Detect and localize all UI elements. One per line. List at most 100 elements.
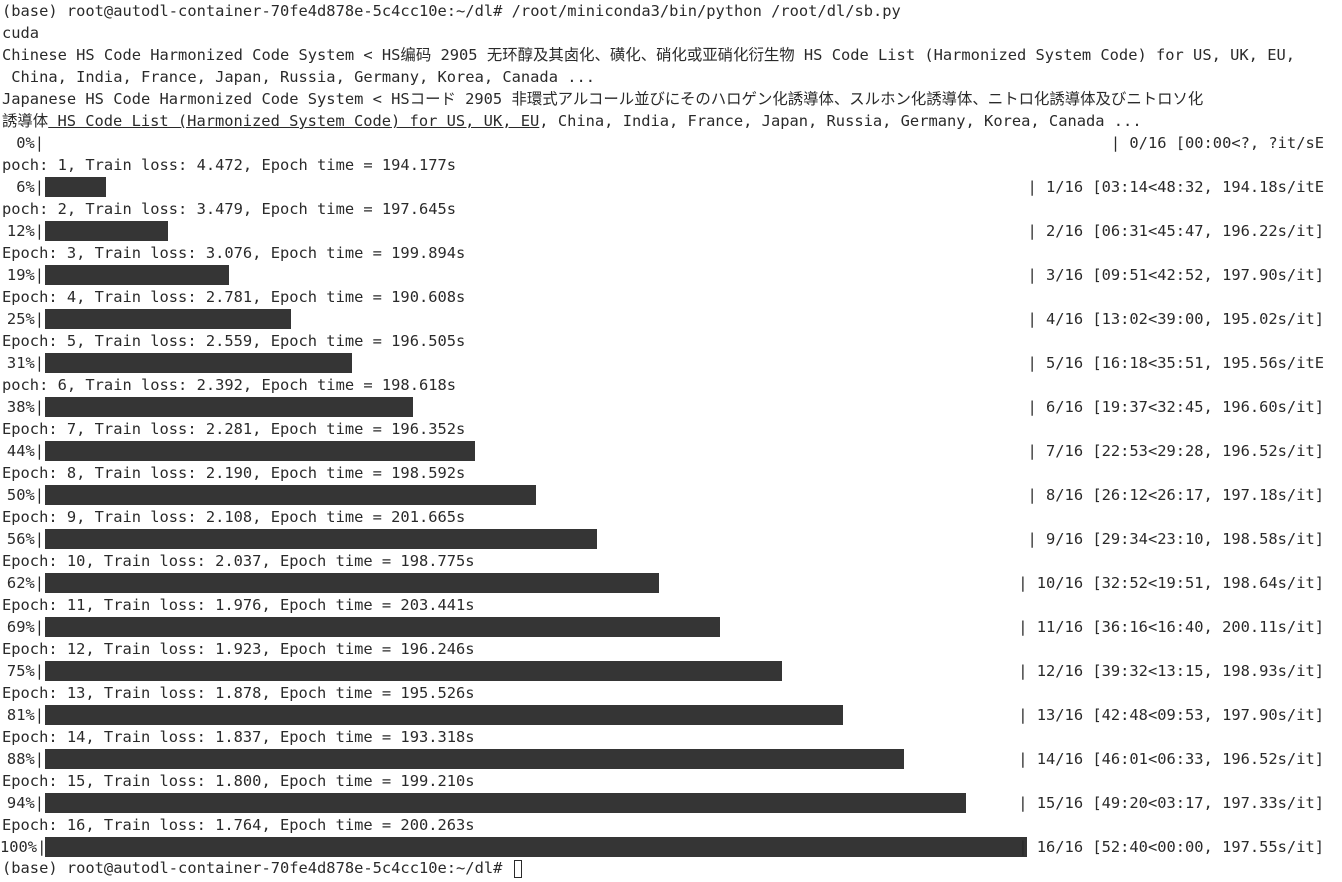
epoch-log-line: Epoch: 11, Train loss: 1.976, Epoch time… [2,596,475,614]
progress-fill [45,529,597,549]
progress-bar-row: 69%| | 11/16 [36:16<16:40, 200.11s/it] [0,616,1342,638]
progress-bar-row: 38%| | 6/16 [19:37<32:45, 196.60s/it] [0,396,1342,418]
progress-track [45,704,1027,726]
progress-percent: 81%| [6,706,44,724]
progress-fill [45,397,413,417]
progress-track [45,528,1027,550]
progress-fill [45,573,659,593]
progress-percent: 69%| [6,618,44,636]
shell-prompt: (base) root@autodl-container-70fe4d878e-… [2,859,503,877]
progress-stats: | 7/16 [22:53<29:28, 196.52s/it] [1027,442,1324,460]
progress-stats: | 16/16 [52:40<00:00, 197.55s/it] [1018,838,1324,856]
progress-fill [45,441,475,461]
progress-fill [45,617,720,637]
progress-percent: 44%| [6,442,44,460]
epoch-log-line: poch: 1, Train loss: 4.472, Epoch time =… [2,156,457,174]
progress-percent: 94%| [6,794,44,812]
progress-percent: 38%| [6,398,44,416]
progress-percent: 19%| [6,266,44,284]
progress-track [45,836,1027,858]
progress-stats: | 8/16 [26:12<26:17, 197.18s/it] [1027,486,1324,504]
epoch-log-line: poch: 6, Train loss: 2.392, Epoch time =… [2,376,457,394]
progress-bar-row: 100%| | 16/16 [52:40<00:00, 197.55s/it] [0,836,1342,858]
progress-bar-row: 44%| | 7/16 [22:53<29:28, 196.52s/it] [0,440,1342,462]
progress-track [45,352,1027,374]
progress-fill [45,265,229,285]
japanese-line-prefix: 誘導体 [2,112,49,130]
epoch-log-line: Epoch: 3, Train loss: 3.076, Epoch time … [2,244,466,262]
epoch-log-line: Epoch: 7, Train loss: 2.281, Epoch time … [2,420,466,438]
chinese-hs-line-1: Chinese HS Code Harmonized Code System <… [2,46,1295,64]
japanese-hs-line-1: Japanese HS Code Harmonized Code System … [2,90,1204,108]
progress-stats: | 14/16 [46:01<06:33, 196.52s/it] [1018,750,1324,768]
progress-bar-row: 6%| | 1/16 [03:14<48:32, 194.18s/itE [0,176,1342,198]
progress-fill [45,177,106,197]
progress-percent: 62%| [6,574,44,592]
progress-percent: 56%| [6,530,44,548]
progress-percent: 6%| [16,178,44,196]
progress-track [45,440,1027,462]
chinese-hs-line-2: China, India, France, Japan, Russia, Ger… [2,68,596,86]
progress-percent: 12%| [6,222,44,240]
progress-track [45,176,1027,198]
progress-stats: | 4/16 [13:02<39:00, 195.02s/it] [1027,310,1324,328]
progress-stats: | 6/16 [19:37<32:45, 196.60s/it] [1027,398,1324,416]
epoch-log-line: Epoch: 9, Train loss: 2.108, Epoch time … [2,508,466,526]
japanese-hs-line-2: 誘導体 HS Code List (Harmonized System Code… [2,110,1142,132]
progress-bar-row: 19%| | 3/16 [09:51<42:52, 197.90s/it] [0,264,1342,286]
progress-track [45,616,1027,638]
progress-track [45,660,1027,682]
progress-stats: | 12/16 [39:32<13:15, 198.93s/it] [1018,662,1324,680]
progress-track [45,264,1027,286]
progress-stats: | 3/16 [09:51<42:52, 197.90s/it] [1027,266,1324,284]
epoch-log-line: Epoch: 13, Train loss: 1.878, Epoch time… [2,684,475,702]
epoch-log-line: Epoch: 16, Train loss: 1.764, Epoch time… [2,816,475,834]
final-prompt-line[interactable]: (base) root@autodl-container-70fe4d878e-… [2,857,522,879]
shell-prompt: (base) root@autodl-container-70fe4d878e-… [2,2,503,20]
progress-fill [45,793,966,813]
japanese-line-suffix: , China, India, France, Japan, Russia, G… [539,112,1142,130]
progress-percent: 88%| [6,750,44,768]
underlined-link-text[interactable]: HS Code List (Harmonized System Code) fo… [48,112,540,130]
progress-track [45,572,1027,594]
progress-track [45,792,1027,814]
progress-fill [45,749,904,769]
epoch-log-line: Epoch: 15, Train loss: 1.800, Epoch time… [2,772,475,790]
progress-percent: 75%| [6,662,44,680]
progress-percent: 25%| [6,310,44,328]
progress-fill [45,353,352,373]
progress-percent: 100%| [0,838,47,856]
progress-stats: | 11/16 [36:16<16:40, 200.11s/it] [1018,618,1324,636]
epoch-log-line: Epoch: 10, Train loss: 2.037, Epoch time… [2,552,475,570]
progress-stats: | 15/16 [49:20<03:17, 197.33s/it] [1018,794,1324,812]
progress-bar-row: 75%| | 12/16 [39:32<13:15, 198.93s/it] [0,660,1342,682]
progress-stats: | 1/16 [03:14<48:32, 194.18s/itE [1027,178,1324,196]
progress-fill [45,309,291,329]
progress-stats: | 9/16 [29:34<23:10, 198.58s/it] [1027,530,1324,548]
progress-percent: 0%| [16,134,44,152]
progress-fill [45,661,782,681]
progress-fill [45,485,536,505]
progress-bar-row: 62%| | 10/16 [32:52<19:51, 198.64s/it] [0,572,1342,594]
progress-stats: | 13/16 [42:48<09:53, 197.90s/it] [1018,706,1324,724]
progress-bar-row: 25%| | 4/16 [13:02<39:00, 195.02s/it] [0,308,1342,330]
epoch-log-line: Epoch: 8, Train loss: 2.190, Epoch time … [2,464,466,482]
progress-bar-row: 94%| | 15/16 [49:20<03:17, 197.33s/it] [0,792,1342,814]
progress-track [45,308,1027,330]
progress-bar-row: 88%| | 14/16 [46:01<06:33, 196.52s/it] [0,748,1342,770]
progress-percent: 31%| [6,354,44,372]
epoch-log-line: Epoch: 12, Train loss: 1.923, Epoch time… [2,640,475,658]
text-cursor [513,859,522,878]
progress-fill [45,705,843,725]
progress-percent: 50%| [6,486,44,504]
command-line: (base) root@autodl-container-70fe4d878e-… [2,0,901,22]
progress-track [45,396,1027,418]
command-text: /root/miniconda3/bin/python /root/dl/sb.… [511,2,901,20]
progress-bar-initial: 0%| | 0/16 [00:00<?, ?it/sE [0,132,1342,154]
progress-bar-row: 56%| | 9/16 [29:34<23:10, 198.58s/it] [0,528,1342,550]
device-output: cuda [2,24,40,42]
progress-track [45,748,1027,770]
progress-bar-row: 81%| | 13/16 [42:48<09:53, 197.90s/it] [0,704,1342,726]
epoch-log-line: Epoch: 5, Train loss: 2.559, Epoch time … [2,332,466,350]
